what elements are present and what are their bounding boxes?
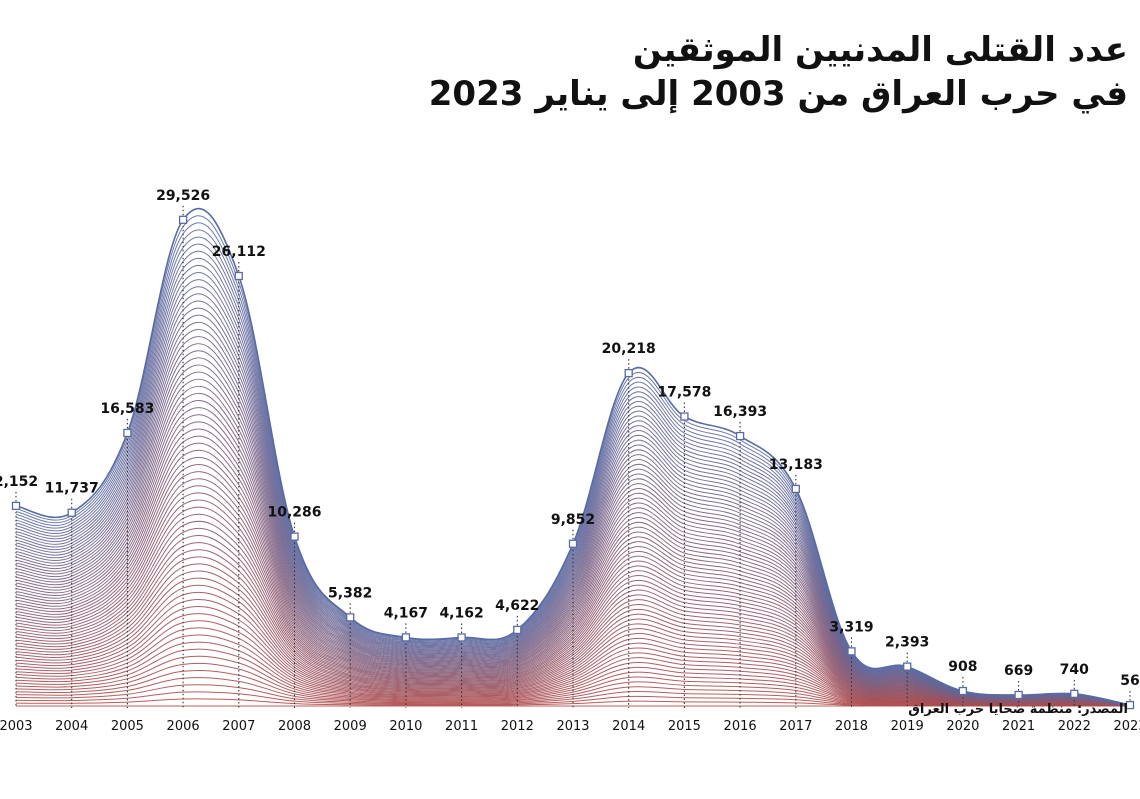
ridge-line <box>15 378 1131 706</box>
value-label: 11,737 <box>45 481 99 497</box>
value-label: 4,162 <box>439 605 483 621</box>
ridge-line <box>15 364 1131 706</box>
guide-lines <box>15 205 1131 708</box>
x-tick-label: 2023 <box>1113 719 1140 734</box>
data-marker <box>123 428 132 438</box>
data-marker <box>1014 690 1023 700</box>
value-label: 26,112 <box>212 244 266 260</box>
value-label: 3,319 <box>829 619 873 635</box>
value-label: 20,218 <box>602 341 656 357</box>
data-marker <box>401 633 411 642</box>
data-marker <box>67 508 76 517</box>
data-marker <box>457 633 466 642</box>
data-marker <box>1070 689 1079 698</box>
x-tick-label: 2018 <box>835 719 868 734</box>
value-label: 56 <box>1120 673 1139 689</box>
value-label: 9,852 <box>551 512 595 528</box>
x-tick-label: 2011 <box>445 719 478 734</box>
value-label: 16,393 <box>713 404 767 420</box>
ridge-line <box>15 314 1131 706</box>
data-marker <box>178 215 188 224</box>
ridge-line <box>15 357 1131 706</box>
x-tick-label: 2004 <box>55 719 88 734</box>
x-tick-label: 2012 <box>501 719 534 734</box>
x-tick-label: 2005 <box>111 719 144 734</box>
x-tick-label: 2013 <box>556 719 589 734</box>
value-label: 13,183 <box>769 457 823 473</box>
data-marker <box>903 662 912 671</box>
x-tick-label: 2009 <box>334 719 367 734</box>
chart-title-line1: عدد القتلى المدنيين الموثقين <box>632 30 1128 70</box>
x-tick-label: 2021 <box>1002 719 1035 734</box>
value-label: 2,393 <box>885 635 929 651</box>
x-tick-label: 2015 <box>668 719 701 734</box>
data-marker <box>513 625 522 635</box>
data-marker <box>624 368 633 378</box>
x-tick-label: 2007 <box>222 719 255 734</box>
ridge-line <box>15 321 1131 706</box>
source-note: المصدر: منظمة ضحايا حرب العراق <box>908 702 1128 717</box>
data-marker <box>958 686 968 696</box>
data-marker <box>680 412 689 421</box>
x-tick-label: 2019 <box>891 719 924 734</box>
x-tick-label: 2016 <box>724 719 757 734</box>
ridge-line <box>15 279 1131 706</box>
value-label: 5,382 <box>328 585 372 601</box>
x-tick-label: 2014 <box>612 719 645 734</box>
value-label: 669 <box>1004 663 1033 679</box>
value-label: 908 <box>948 659 977 675</box>
x-tick-label: 2006 <box>167 719 200 734</box>
value-label: 4,622 <box>495 598 539 614</box>
value-label: 4,167 <box>384 605 428 621</box>
x-tick-label: 2008 <box>278 719 311 734</box>
data-marker <box>290 532 299 541</box>
ridge-line <box>15 328 1131 706</box>
chart-title: عدد القتلى المدنيين الموثقين في حرب العر… <box>228 28 1128 116</box>
x-tick-label: 2022 <box>1058 719 1091 734</box>
x-tick-label: 2003 <box>0 719 33 734</box>
data-marker <box>568 539 578 548</box>
ridge-line <box>15 385 1131 706</box>
value-label: 17,578 <box>657 385 711 401</box>
x-tick-label: 2010 <box>389 719 422 734</box>
value-label: 740 <box>1060 662 1089 678</box>
ridge-lines <box>15 207 1131 707</box>
data-marker <box>735 431 745 441</box>
value-label: 10,286 <box>267 505 321 521</box>
ridge-line <box>15 371 1131 706</box>
x-tick-label: 2020 <box>946 719 979 734</box>
chart-title-line2: في حرب العراق من 2003 إلى يناير 2023 <box>428 74 1128 114</box>
x-axis-ticks: 2003 2004 2005 2006 2007 2008 2009 2010 2011 2012… <box>0 719 1140 734</box>
ridge-line <box>15 350 1131 706</box>
value-labels: 2,152 11,737 16,583 29,526 26,112 10,286 5,382… <box>0 188 1140 689</box>
data-marker <box>791 484 800 494</box>
value-label: 29,526 <box>156 188 210 204</box>
value-label: 16,583 <box>100 401 154 417</box>
data-marker <box>346 613 355 622</box>
data-marker <box>847 647 856 656</box>
data-marker <box>234 271 243 281</box>
ridge-line <box>15 307 1131 706</box>
data-markers <box>11 215 1135 710</box>
data-marker <box>11 501 21 511</box>
x-tick-label: 2017 <box>779 719 812 734</box>
data-marker <box>1125 700 1135 710</box>
value-label: 2,152 <box>0 474 38 490</box>
